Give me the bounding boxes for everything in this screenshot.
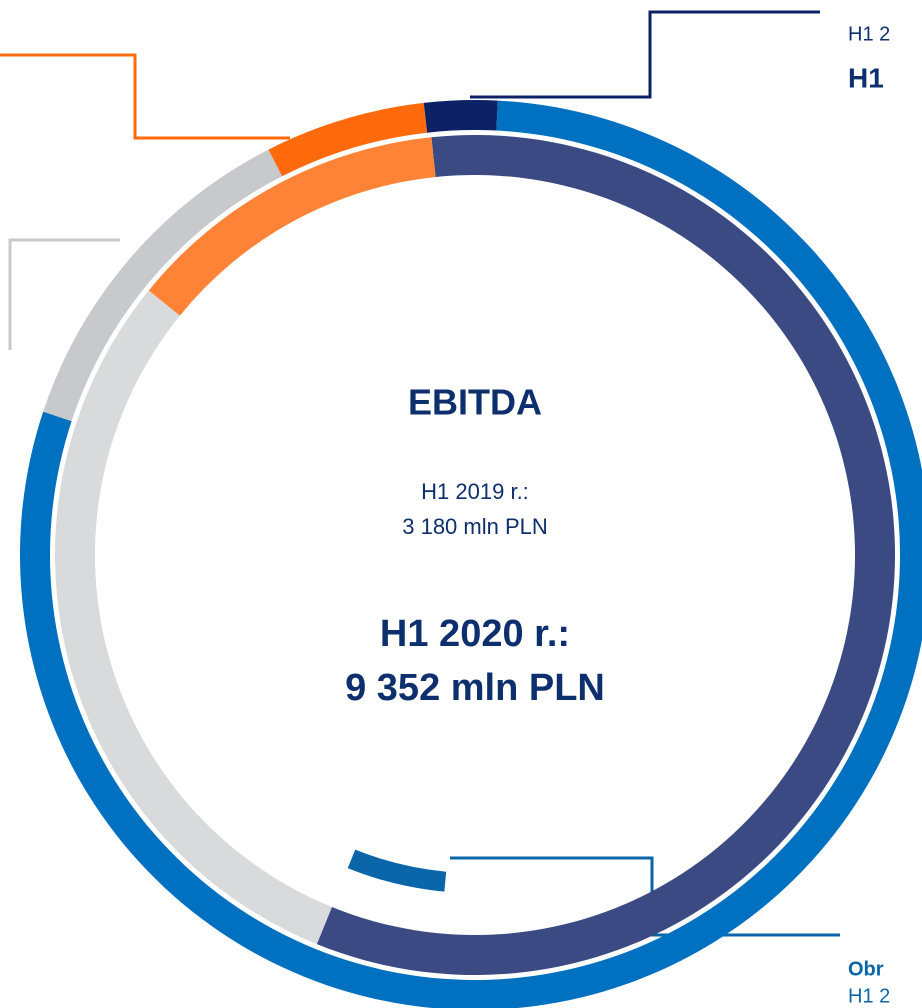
leader-line: [470, 10, 820, 99]
segment: [43, 149, 283, 422]
segment: [347, 849, 447, 892]
segment: [55, 290, 332, 945]
segment: [148, 137, 436, 316]
annotation: 3 180 mln PLN: [402, 514, 548, 539]
segment: [268, 102, 428, 177]
leader-line: [8, 238, 120, 350]
annotation: H1 2020 r.:: [380, 613, 570, 655]
annotation: 9 352 mln PLN: [345, 667, 605, 709]
edge-label: Obr: [848, 958, 884, 980]
edge-label: H1 2: [848, 23, 890, 45]
annotation: H1 2019 r.:: [421, 479, 529, 504]
segment: [423, 99, 498, 133]
rings: [20, 99, 922, 1008]
chart-title: EBITDA: [408, 382, 542, 423]
edge-label: H1 2: [848, 985, 890, 1007]
edge-label: H1: [848, 62, 884, 93]
leader-line: [0, 53, 290, 140]
